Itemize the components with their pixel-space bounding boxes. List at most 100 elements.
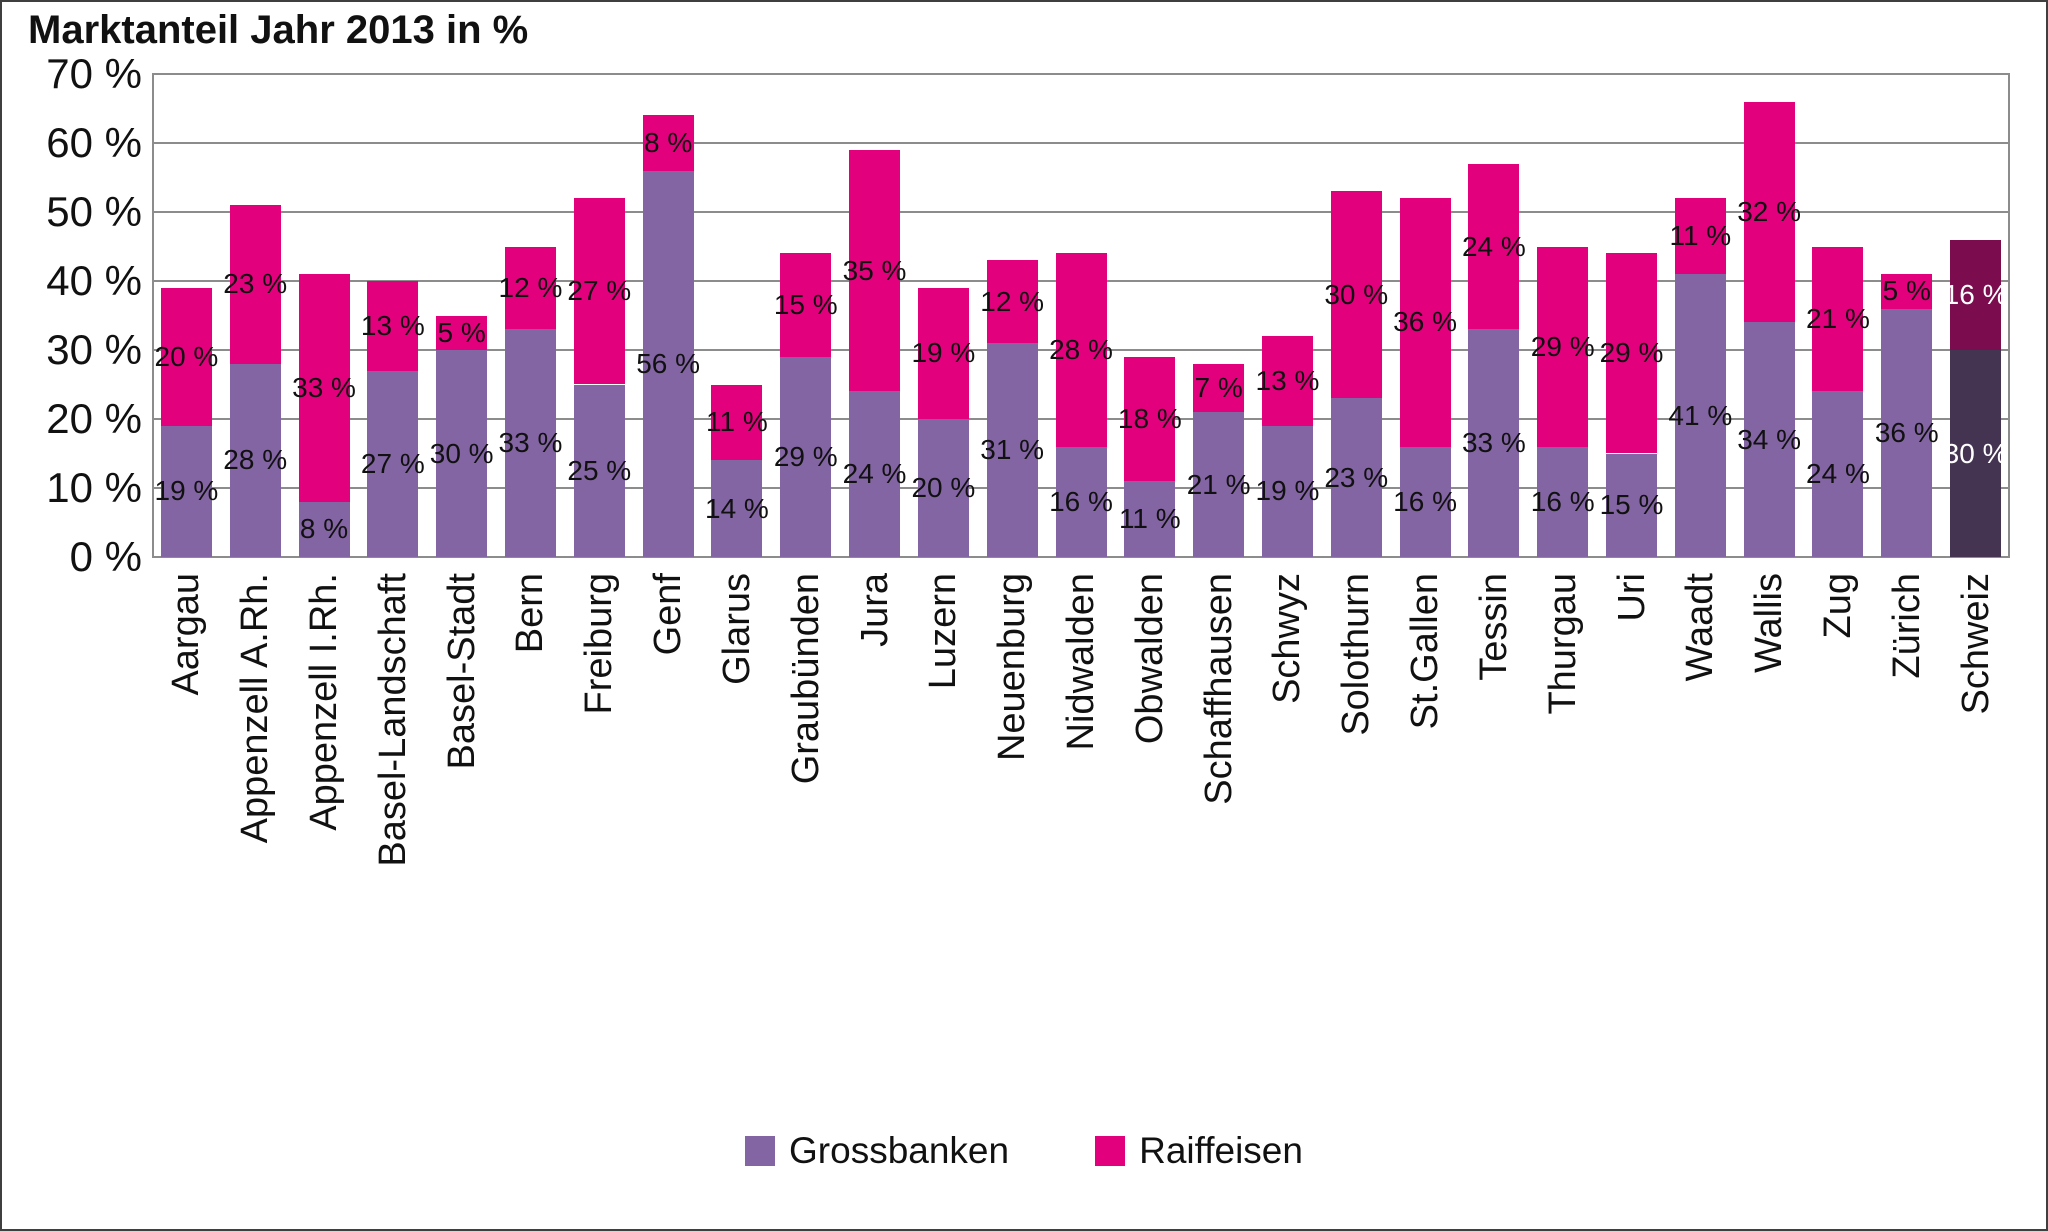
legend: Grossbanken Raiffeisen — [2, 1130, 2046, 1172]
label-Schweiz-grossbanken: 30 % — [1943, 437, 2008, 469]
bar-Zürich-grossbanken — [1881, 308, 1933, 557]
label-Aargau-raiffeisen: 20 % — [154, 340, 219, 372]
x-label-Schaffhausen: Schaffhausen — [1197, 573, 1240, 805]
bar-Waadt-grossbanken — [1674, 274, 1726, 557]
bar-Basel-Landschaft-grossbanken — [367, 370, 419, 557]
x-label-Tessin: Tessin — [1472, 573, 1515, 681]
label-Luzern-grossbanken: 20 % — [911, 472, 976, 503]
chart-title: Marktanteil Jahr 2013 in % — [28, 8, 529, 52]
label-Luzern-raiffeisen: 19 % — [911, 337, 976, 369]
bar-Nidwalden-grossbanken — [1055, 446, 1107, 557]
bar-Neuenburg-raiffeisen — [986, 260, 1038, 344]
bar-Bern-grossbanken — [504, 329, 556, 557]
bar-Aargau-raiffeisen — [160, 287, 212, 426]
x-label-Freiburg: Freiburg — [578, 573, 621, 715]
label-Bern-grossbanken: 33 % — [498, 427, 563, 459]
bar-Thurgau-raiffeisen — [1537, 246, 1589, 447]
gridline-70 — [152, 73, 2010, 75]
label-Jura-grossbanken: 24 % — [842, 458, 907, 490]
bar-Obwalden-grossbanken — [1124, 481, 1176, 557]
x-label-Glarus: Glarus — [715, 573, 758, 685]
bar-Schweiz-raiffeisen — [1950, 239, 2002, 350]
bar-Basel-Stadt-raiffeisen — [436, 315, 488, 350]
bar-Graubünden-raiffeisen — [780, 253, 832, 357]
bar-Glarus-raiffeisen — [711, 384, 763, 461]
label-Basel-Landschaft-grossbanken: 27 % — [360, 447, 425, 479]
bar-Zürich-raiffeisen — [1881, 274, 1933, 309]
label-Glarus-raiffeisen: 11 % — [706, 406, 768, 438]
x-label-Graubünden: Graubünden — [784, 573, 827, 785]
label-St.Gallen-grossbanken: 16 % — [1393, 485, 1457, 517]
bar-St.Gallen-raiffeisen — [1399, 198, 1451, 447]
bar-Wallis-raiffeisen — [1743, 101, 1795, 323]
bar-Graubünden-grossbanken — [780, 356, 832, 557]
x-label-Neuenburg: Neuenburg — [991, 573, 1034, 762]
y-tick-label: 50 % — [46, 188, 142, 235]
y-tick-label: 60 % — [46, 119, 142, 166]
bar-Neuenburg-grossbanken — [986, 343, 1038, 557]
label-Zug-raiffeisen: 21 % — [1806, 302, 1870, 334]
gridline-0 — [152, 556, 2010, 558]
label-Appenzell A.Rh.-grossbanken: 28 % — [223, 444, 288, 476]
bar-Uri-grossbanken — [1606, 453, 1658, 557]
bar-Luzern-raiffeisen — [917, 287, 969, 419]
label-Solothurn-raiffeisen: 30 % — [1324, 278, 1389, 310]
bar-Genf-raiffeisen — [642, 115, 694, 171]
legend-label-grossbanken: Grossbanken — [789, 1130, 1010, 1171]
label-Schaffhausen-raiffeisen: 7 % — [1194, 371, 1243, 403]
bar-Luzern-grossbanken — [917, 419, 969, 557]
label-Obwalden-grossbanken: 11 % — [1118, 503, 1181, 535]
bar-Appenzell A.Rh.-raiffeisen — [229, 205, 281, 364]
bar-Appenzell A.Rh.-grossbanken — [229, 363, 281, 557]
y-tick-label: 30 % — [46, 326, 142, 373]
label-Basel-Stadt-raiffeisen: 5 % — [437, 316, 486, 348]
x-label-Schwyz: Schwyz — [1266, 573, 1309, 704]
x-label-Nidwalden: Nidwalden — [1060, 573, 1102, 751]
label-Schweiz-raiffeisen: 16 % — [1943, 278, 2008, 310]
x-label-Jura: Jura — [853, 573, 896, 647]
label-Zürich-grossbanken: 36 % — [1874, 416, 1939, 448]
bar-Appenzell I.Rh.-raiffeisen — [298, 274, 350, 502]
label-Appenzell I.Rh.-grossbanken: 8 % — [299, 513, 349, 545]
label-Tessin-raiffeisen: 24 % — [1461, 230, 1526, 262]
label-Uri-raiffeisen: 29 % — [1599, 337, 1664, 369]
bar-Glarus-grossbanken — [711, 460, 763, 557]
bar-Jura-grossbanken — [849, 391, 901, 557]
bar-Basel-Landschaft-raiffeisen — [367, 281, 419, 371]
x-label-Bern: Bern — [509, 573, 552, 654]
bar-Schwyz-raiffeisen — [1261, 336, 1313, 426]
legend-item-raiffeisen: Raiffeisen — [1095, 1130, 1303, 1172]
gridline-60 — [152, 142, 2010, 144]
bar-Freiburg-raiffeisen — [573, 198, 625, 385]
plot-right-border — [2008, 73, 2010, 558]
bar-Schwyz-grossbanken — [1261, 425, 1313, 557]
label-Basel-Landschaft-raiffeisen: 13 % — [360, 309, 425, 341]
x-label-Wallis: Wallis — [1748, 573, 1791, 673]
bar-Wallis-grossbanken — [1743, 322, 1795, 557]
x-label-Appenzell A.Rh.: Appenzell A.Rh. — [234, 573, 277, 844]
y-tick-label: 70 % — [46, 50, 142, 97]
y-tick-label: 20 % — [46, 395, 142, 442]
label-Zug-grossbanken: 24 % — [1806, 458, 1870, 490]
label-Graubünden-grossbanken: 29 % — [773, 440, 838, 472]
label-Freiburg-grossbanken: 25 % — [567, 454, 632, 486]
x-label-Uri: Uri — [1610, 573, 1653, 622]
bar-Schaffhausen-grossbanken — [1193, 412, 1245, 557]
x-label-Zug: Zug — [1816, 573, 1859, 639]
bar-Obwalden-raiffeisen — [1124, 356, 1176, 482]
label-Waadt-grossbanken: 41 % — [1668, 399, 1733, 431]
label-Zürich-raiffeisen: 5 % — [1882, 275, 1931, 307]
legend-label-raiffeisen: Raiffeisen — [1139, 1130, 1303, 1171]
bar-Thurgau-grossbanken — [1537, 446, 1589, 557]
label-Basel-Stadt-grossbanken: 30 % — [429, 437, 494, 469]
bar-Solothurn-raiffeisen — [1330, 191, 1382, 399]
x-label-Waadt: Waadt — [1679, 573, 1722, 682]
bar-Nidwalden-raiffeisen — [1055, 253, 1107, 447]
label-Waadt-raiffeisen: 11 % — [1669, 220, 1732, 252]
x-label-Zürich: Zürich — [1885, 573, 1928, 679]
bar-Tessin-raiffeisen — [1468, 163, 1520, 330]
label-Freiburg-raiffeisen: 27 % — [567, 275, 632, 307]
label-Jura-raiffeisen: 35 % — [842, 254, 907, 286]
x-label-Genf: Genf — [647, 573, 690, 656]
